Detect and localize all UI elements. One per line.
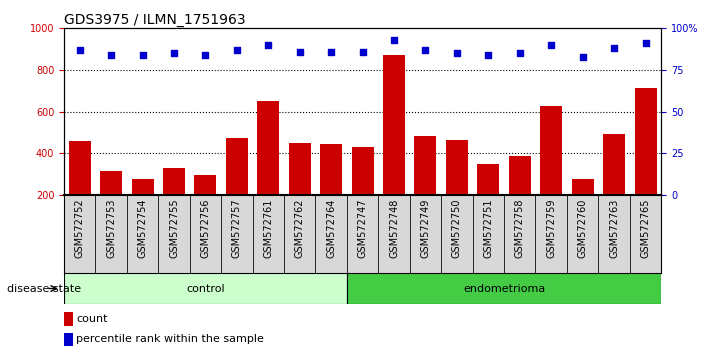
Bar [473, 195, 504, 273]
Bar [95, 195, 127, 273]
Bar [410, 195, 442, 273]
Text: GSM572751: GSM572751 [483, 199, 493, 258]
Bar [69, 141, 91, 236]
Bar [599, 195, 630, 273]
Bar [132, 179, 154, 236]
Point [74, 47, 85, 53]
Point [200, 52, 211, 58]
Point [357, 49, 368, 55]
Bar [634, 87, 656, 236]
Text: GSM572759: GSM572759 [546, 199, 556, 258]
Bar [221, 195, 252, 273]
Text: endometrioma: endometrioma [463, 284, 545, 293]
Bar [504, 195, 535, 273]
Bar [257, 101, 279, 236]
Bar [535, 195, 567, 273]
Bar [477, 164, 499, 236]
Text: GSM572763: GSM572763 [609, 199, 619, 258]
Bar [383, 55, 405, 236]
Text: GSM572753: GSM572753 [106, 199, 116, 258]
Bar [603, 135, 625, 236]
Bar [347, 195, 378, 273]
Bar [446, 139, 468, 236]
Text: GSM572757: GSM572757 [232, 199, 242, 258]
Text: control: control [186, 284, 225, 293]
Text: GSM572747: GSM572747 [358, 199, 368, 258]
Bar [252, 195, 284, 273]
Bar [127, 195, 159, 273]
Text: GSM572765: GSM572765 [641, 199, 651, 258]
Bar [347, 273, 661, 304]
Point [451, 51, 463, 56]
Bar [64, 312, 73, 326]
Bar [572, 179, 594, 236]
Point [262, 42, 274, 48]
Bar [442, 195, 473, 273]
Bar [190, 195, 221, 273]
Bar [415, 136, 437, 236]
Text: count: count [76, 314, 108, 324]
Point [577, 54, 588, 59]
Text: GSM572760: GSM572760 [577, 199, 588, 258]
Bar [320, 144, 342, 236]
Text: disease state: disease state [7, 284, 81, 293]
Text: GSM572758: GSM572758 [515, 199, 525, 258]
Text: percentile rank within the sample: percentile rank within the sample [76, 335, 264, 344]
Text: GSM572749: GSM572749 [420, 199, 430, 258]
Point [231, 47, 242, 53]
Text: GSM572750: GSM572750 [452, 199, 462, 258]
Bar [64, 273, 347, 304]
Bar [509, 156, 531, 236]
Bar [540, 106, 562, 236]
Bar [64, 195, 95, 273]
Text: GSM572748: GSM572748 [389, 199, 399, 258]
Text: GSM572762: GSM572762 [295, 199, 305, 258]
Text: GSM572752: GSM572752 [75, 199, 85, 258]
Bar [159, 195, 190, 273]
Bar [567, 195, 599, 273]
Bar [284, 195, 316, 273]
Bar [100, 171, 122, 236]
Bar [289, 143, 311, 236]
Text: GSM572761: GSM572761 [263, 199, 273, 258]
Text: GSM572764: GSM572764 [326, 199, 336, 258]
Bar [630, 195, 661, 273]
Bar [226, 137, 248, 236]
Point [640, 40, 651, 46]
Text: GSM572754: GSM572754 [137, 199, 148, 258]
Point [483, 52, 494, 58]
Point [514, 51, 525, 56]
Point [545, 42, 557, 48]
Point [609, 45, 620, 51]
Text: GSM572756: GSM572756 [201, 199, 210, 258]
Point [388, 37, 400, 43]
Point [137, 52, 149, 58]
Point [294, 49, 306, 55]
Text: GDS3975 / ILMN_1751963: GDS3975 / ILMN_1751963 [64, 13, 245, 27]
Point [419, 47, 431, 53]
Text: GSM572755: GSM572755 [169, 199, 179, 258]
Bar [352, 147, 373, 236]
Bar [163, 168, 185, 236]
Point [105, 52, 117, 58]
Bar [316, 195, 347, 273]
Bar [64, 333, 73, 346]
Bar [194, 175, 216, 236]
Point [326, 49, 337, 55]
Bar [378, 195, 410, 273]
Point [169, 51, 180, 56]
